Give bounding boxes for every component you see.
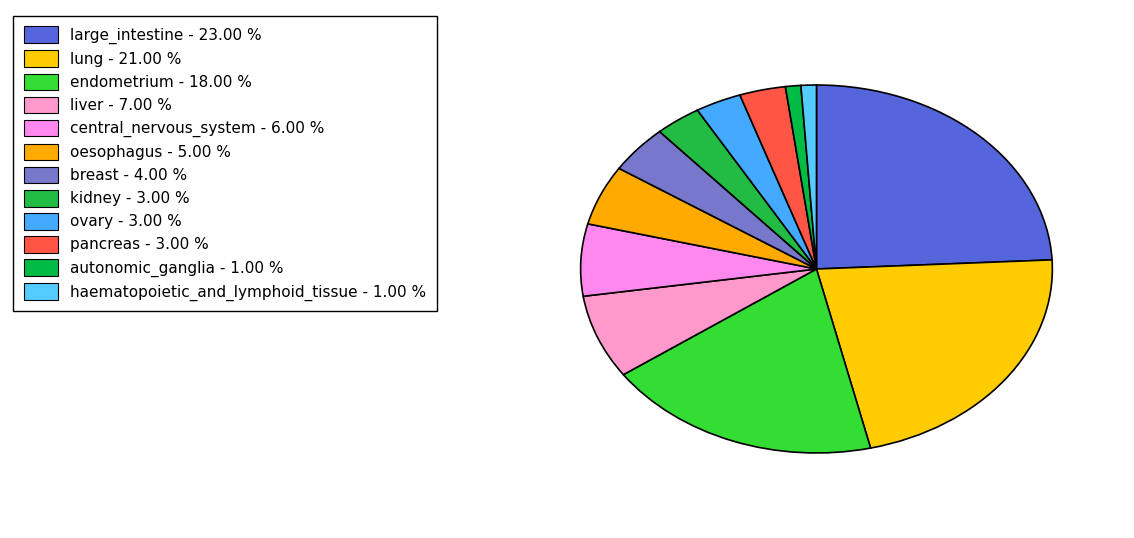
Wedge shape <box>587 168 816 269</box>
Wedge shape <box>816 260 1052 448</box>
Wedge shape <box>624 269 871 453</box>
Wedge shape <box>619 132 816 269</box>
Wedge shape <box>660 110 816 269</box>
Wedge shape <box>739 87 816 269</box>
Wedge shape <box>697 95 816 269</box>
Wedge shape <box>816 85 1052 269</box>
Legend: large_intestine - 23.00 %, lung - 21.00 %, endometrium - 18.00 %, liver - 7.00 %: large_intestine - 23.00 %, lung - 21.00 … <box>14 16 437 312</box>
Wedge shape <box>581 224 816 296</box>
Wedge shape <box>583 269 816 374</box>
Wedge shape <box>786 86 816 269</box>
Wedge shape <box>801 85 816 269</box>
